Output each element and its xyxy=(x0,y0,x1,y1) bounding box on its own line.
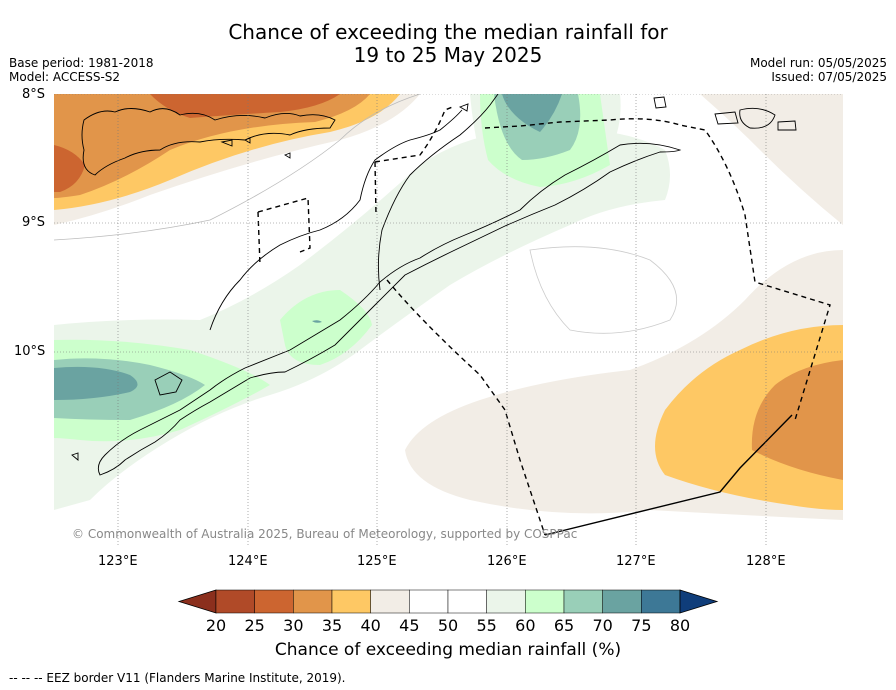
lon-label-126e: 126°E xyxy=(487,554,527,569)
colorbar-tick-label: 45 xyxy=(399,616,420,635)
colorbar-tick-label: 35 xyxy=(321,616,343,635)
colorbar-tick-label: 50 xyxy=(437,616,459,635)
colorbar-tick-label: 65 xyxy=(553,616,575,635)
colorbar-box xyxy=(370,589,410,614)
colorbar-box xyxy=(254,589,294,614)
colorbar-tick-label: 25 xyxy=(244,616,265,635)
lon-label-124e: 124°E xyxy=(228,554,268,569)
model-run: Model run: 05/05/2025 xyxy=(749,56,887,70)
colorbar-box xyxy=(215,589,255,614)
region-25-30-north-strip xyxy=(150,94,340,118)
colorbar-box xyxy=(486,589,526,614)
colorbar-tick-label: 55 xyxy=(476,616,497,635)
lon-label-128e: 128°E xyxy=(746,554,786,569)
gridlines xyxy=(54,94,843,546)
colorbar-box xyxy=(641,589,681,614)
issued-date: Issued: 07/05/2025 xyxy=(771,70,887,84)
lat-label-8s: 8°S xyxy=(22,87,46,102)
map-area xyxy=(54,94,843,546)
region-60-65-center xyxy=(280,290,372,365)
lon-label-127e: 127°E xyxy=(616,554,656,569)
colorbar-tick-label: 40 xyxy=(360,616,381,635)
model-name: Model: ACCESS-S2 xyxy=(9,70,121,84)
colorbar-box xyxy=(525,589,565,614)
coastline xyxy=(71,94,797,476)
map-title-line2: 19 to 25 May 2025 xyxy=(353,43,543,67)
eez-border-solid xyxy=(544,414,793,536)
lat-label-10s: 10°S xyxy=(14,344,46,359)
region-70-75-center-dot xyxy=(312,320,322,323)
colorbar-box xyxy=(602,589,642,614)
colorbar-over-arrow xyxy=(679,589,719,614)
meta-left: Base period: 1981-2018 Model: ACCESS-S2 xyxy=(9,56,154,84)
base-period: Base period: 1981-2018 xyxy=(9,56,154,70)
region-30-35-southeast xyxy=(751,360,843,480)
colorbar-box xyxy=(293,589,333,614)
colorbar-tick-label: 20 xyxy=(205,616,227,635)
eez-footnote: -- -- -- EEZ border V11 (Flanders Marine… xyxy=(9,671,346,685)
lon-label-125e: 125°E xyxy=(357,554,397,569)
region-70-75-west xyxy=(54,366,138,400)
colorbar-box xyxy=(409,589,449,614)
colorbar-tick-label: 70 xyxy=(592,616,613,635)
colorbar-tick-label: 60 xyxy=(515,616,536,635)
region-70-75-north xyxy=(502,94,562,132)
colorbar-box xyxy=(563,589,603,614)
colorbar-under-arrow xyxy=(177,589,217,614)
colorbar xyxy=(177,589,719,614)
colorbar-box xyxy=(447,589,487,614)
contour-grey-2 xyxy=(529,246,678,334)
meta-right: Model run: 05/05/2025 Issued: 07/05/2025 xyxy=(750,56,887,84)
map-title-line1: Chance of exceeding the median rainfall … xyxy=(228,20,668,44)
colorbar-tick-label: 80 xyxy=(669,616,691,635)
colorbar-label: Chance of exceeding median rainfall (%) xyxy=(274,640,622,660)
colorbar-tick-label: 75 xyxy=(631,616,652,635)
lat-label-9s: 9°S xyxy=(22,215,46,230)
region-30-35-northwest xyxy=(54,94,370,198)
lon-label-123e: 123°E xyxy=(98,554,138,569)
region-25-30-west xyxy=(54,145,85,192)
region-40-45-northeast xyxy=(700,94,843,225)
contour-grey xyxy=(54,94,421,241)
colorbar-box xyxy=(331,589,371,614)
colorbar-tick-label: 30 xyxy=(283,616,304,635)
copyright-notice: © Commonwealth of Australia 2025, Bureau… xyxy=(72,527,578,541)
